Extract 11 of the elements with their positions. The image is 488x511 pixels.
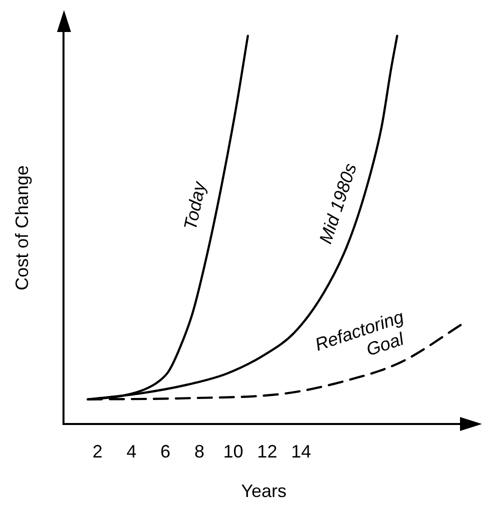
x-tick-label: 12 <box>257 442 278 462</box>
text: Today <box>180 179 210 232</box>
x-axis-title: Years <box>241 481 286 502</box>
x-tick-label: 10 <box>223 442 244 462</box>
x-tick-label: 2 <box>92 442 103 462</box>
x-tick-label: 6 <box>160 442 170 462</box>
x-tick-label: 8 <box>194 442 204 462</box>
text: Mid 1980s <box>315 160 361 246</box>
y-axis-title: Cost of Change <box>12 165 32 290</box>
x-tick-label: 14 <box>291 442 312 462</box>
x-tick-label: 4 <box>126 442 136 462</box>
